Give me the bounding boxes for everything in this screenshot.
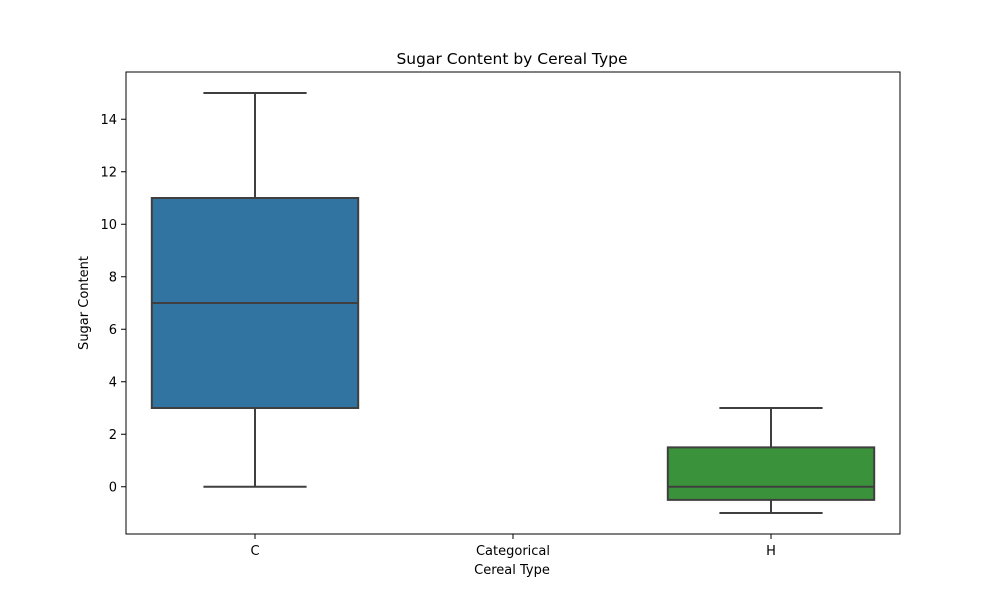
y-tick-label: 6 — [109, 323, 117, 338]
y-axis-label: Sugar Content — [77, 256, 92, 350]
box-c — [150, 92, 360, 488]
y-tick-label: 0 — [109, 480, 117, 495]
x-tick-label: C — [250, 544, 259, 559]
chart-marks — [150, 92, 876, 514]
box-h — [666, 407, 876, 514]
y-tick-label: 14 — [100, 113, 117, 128]
y-tick-label: 2 — [109, 428, 117, 443]
chart-axes: 0 2 4 6 8 10 12 14 C Categorical H — [100, 71, 901, 559]
y-tick-label: 12 — [100, 165, 117, 180]
x-axis-label: Cereal Type — [474, 563, 550, 578]
x-tick-label: Categorical — [476, 544, 550, 559]
box-body — [666, 446, 876, 501]
y-tick-label: 4 — [109, 375, 117, 390]
x-tick-label: H — [766, 544, 776, 559]
y-tick-label: 10 — [100, 218, 117, 233]
chart-title: Sugar Content by Cereal Type — [396, 50, 627, 68]
y-tick-label: 8 — [109, 270, 117, 285]
